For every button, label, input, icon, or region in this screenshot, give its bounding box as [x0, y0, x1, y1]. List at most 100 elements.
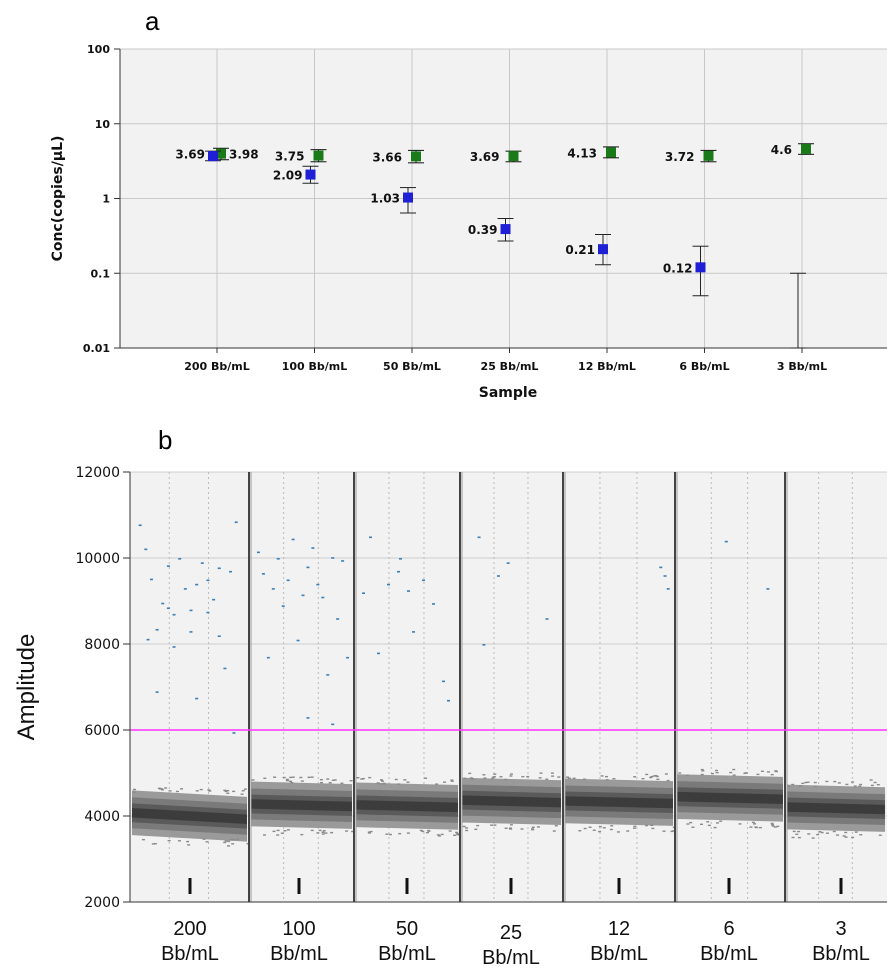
- negative-droplet: [456, 833, 460, 835]
- negative-droplet: [199, 788, 203, 791]
- negative-droplet: [262, 834, 266, 836]
- negative-droplet: [326, 778, 330, 780]
- positive-droplet: [256, 551, 260, 554]
- positive-droplet: [166, 607, 170, 610]
- negative-droplet: [854, 831, 858, 833]
- negative-droplet: [531, 828, 535, 831]
- negative-droplet: [133, 788, 137, 791]
- negative-droplet: [382, 783, 386, 785]
- category-label-value: 3: [835, 918, 846, 940]
- negative-droplet: [356, 777, 360, 779]
- category-label-value: 25: [500, 922, 522, 944]
- data-point: [606, 147, 616, 158]
- negative-droplet: [797, 830, 801, 833]
- positive-droplet: [166, 565, 170, 567]
- data-label: 3.69: [175, 148, 205, 162]
- negative-droplet: [207, 789, 211, 791]
- negative-droplet: [837, 782, 841, 784]
- category-label-unit: Bb/mL: [482, 947, 540, 969]
- negative-droplet: [491, 776, 495, 778]
- negative-droplet: [756, 773, 760, 776]
- negative-droplet: [707, 824, 711, 827]
- positive-droplet: [178, 558, 182, 560]
- negative-droplet: [226, 792, 230, 794]
- negative-droplet: [187, 844, 191, 846]
- positive-droplet: [331, 723, 335, 726]
- negative-droplet-band: [787, 779, 885, 839]
- chart-a: 0.01 0.1 1 10 100 200 Bb/mL 100 Bb/mL 50 Bb/mL 2…: [50, 43, 887, 401]
- negative-droplet: [791, 836, 795, 839]
- negative-droplet: [157, 787, 161, 790]
- y-tick-label: 10000: [75, 551, 120, 567]
- negative-droplet: [845, 783, 849, 786]
- negative-droplet: [651, 827, 655, 830]
- negative-droplet: [751, 821, 755, 824]
- category-label-unit: Bb/mL: [812, 943, 870, 965]
- negative-droplet: [691, 826, 695, 828]
- negative-droplet: [437, 835, 441, 837]
- negative-droplet: [760, 770, 764, 773]
- droplet-band-layer: [677, 791, 783, 804]
- y-tick-label: 6000: [84, 723, 120, 739]
- negative-droplet-band: [677, 768, 783, 829]
- negative-droplet: [419, 829, 423, 832]
- negative-droplet: [833, 780, 837, 783]
- negative-droplet: [394, 778, 398, 781]
- negative-droplet: [360, 778, 364, 780]
- negative-droplet: [550, 772, 554, 774]
- y-tick-label: 8000: [84, 637, 120, 653]
- negative-droplet: [820, 831, 824, 834]
- negative-droplet: [483, 777, 487, 779]
- negative-droplet: [164, 787, 168, 789]
- negative-droplet: [224, 840, 228, 842]
- negative-droplet: [321, 831, 325, 833]
- negative-droplet: [851, 781, 855, 783]
- negative-droplet: [766, 771, 770, 773]
- negative-droplet: [842, 835, 846, 837]
- negative-droplet: [598, 830, 602, 833]
- negative-droplet: [711, 772, 715, 775]
- positive-droplet: [663, 575, 667, 577]
- data-label: 3.75: [275, 150, 305, 164]
- negative-droplet: [231, 843, 235, 845]
- negative-droplet: [732, 768, 736, 771]
- negative-droplet: [361, 777, 365, 780]
- negative-droplet: [652, 775, 656, 777]
- negative-droplet: [531, 826, 535, 828]
- data-point: [208, 151, 218, 162]
- negative-droplet: [870, 784, 874, 787]
- negative-droplet: [645, 773, 649, 776]
- negative-droplet: [493, 824, 497, 826]
- data-point: [313, 150, 324, 161]
- negative-droplet: [300, 833, 304, 836]
- negative-droplet: [307, 776, 311, 779]
- x-axis-title: Sample: [479, 385, 537, 401]
- negative-droplet: [686, 823, 690, 825]
- data-point: [801, 143, 811, 154]
- negative-droplet: [380, 780, 384, 782]
- negative-droplet: [236, 838, 240, 840]
- negative-droplet: [813, 785, 817, 788]
- positive-droplet: [217, 567, 221, 570]
- negative-droplet: [227, 845, 231, 847]
- negative-droplet: [240, 793, 244, 795]
- negative-droplet: [508, 827, 512, 829]
- negative-droplet: [738, 823, 742, 825]
- negative-droplet: [490, 778, 494, 780]
- negative-droplet: [605, 779, 609, 781]
- negative-droplet: [289, 780, 293, 783]
- negative-droplet: [482, 774, 486, 776]
- positive-droplet: [306, 717, 310, 719]
- x-tick-label: 3 Bb/mL: [777, 360, 827, 373]
- data-label: 2.09: [273, 169, 303, 183]
- negative-droplet: [806, 781, 810, 783]
- negative-droplet: [869, 779, 873, 781]
- negative-droplet: [858, 785, 862, 787]
- negative-droplet: [509, 775, 513, 777]
- negative-droplet: [290, 781, 294, 784]
- negative-droplet: [291, 776, 295, 778]
- negative-droplet: [251, 779, 255, 781]
- negative-droplet: [545, 778, 549, 780]
- y-tick-label: 1: [102, 193, 110, 206]
- negative-droplet: [421, 830, 425, 833]
